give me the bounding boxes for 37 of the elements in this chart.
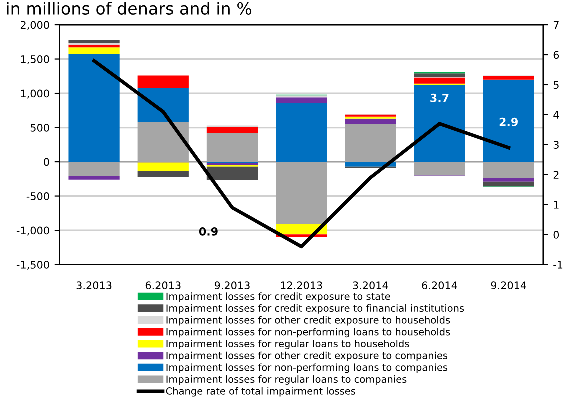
y-tick-label: 500 xyxy=(30,124,50,132)
legend-label: Impairment losses for regular loans to households xyxy=(166,340,410,350)
x-tick-label: 6.2013 xyxy=(146,282,181,290)
x-tick-label: 9.2013 xyxy=(214,282,250,290)
data-label: 0.9 xyxy=(199,227,218,236)
y2-tick-label: 2 xyxy=(554,171,559,179)
legend-label: Impairment losses for credit exposure to financial institutions xyxy=(166,304,464,314)
y-tick-label: 2,000 xyxy=(20,21,50,30)
y2-tick-label: 3 xyxy=(554,141,559,150)
y2-tick-label: 0 xyxy=(554,231,560,239)
data-label: 2.9 xyxy=(500,118,518,126)
y2-tick-label: 7 xyxy=(554,21,559,29)
data-label: 3.7 xyxy=(430,94,449,102)
y2-tick-label: 4 xyxy=(554,111,560,119)
legend-label: Impairment losses for non-performing loans to companies xyxy=(166,364,448,374)
x-tick-label: 6.2014 xyxy=(422,282,458,290)
y2-tick-label: 1 xyxy=(554,201,559,209)
x-tick-label: 9.2014 xyxy=(491,282,526,290)
y-tick-label: -1,500 xyxy=(16,261,50,270)
y-tick-label: -500 xyxy=(26,192,50,200)
y-tick-label: 1,000 xyxy=(21,90,50,99)
x-tick-label: 3.2013 xyxy=(76,282,112,290)
y2-tick-label: 5 xyxy=(554,81,559,90)
legend-label: Impairment losses for credit exposure to state xyxy=(166,292,390,302)
y-tick-label: 1,500 xyxy=(21,56,50,64)
y-tick-label: 0 xyxy=(44,158,50,166)
y2-tick-label: -1 xyxy=(554,261,563,269)
chart-title: in millions of denars and in % xyxy=(7,2,252,15)
legend-label: Impairment losses for non-performing loans to households xyxy=(166,328,450,338)
x-tick-label: 3.2014 xyxy=(353,282,388,290)
legend-label: Impairment losses for other credit exposure to companies xyxy=(166,352,448,362)
x-tick-label: 12.2013 xyxy=(281,282,322,290)
legend-label: Impairment losses for regular loans to companies xyxy=(166,376,407,385)
y2-tick-label: 6 xyxy=(554,51,560,60)
legend-label: Change rate of total impairment losses xyxy=(166,387,356,397)
y-tick-label: -1,000 xyxy=(16,226,50,236)
legend-label: Impairment losses for other credit exposure to households xyxy=(166,316,450,326)
